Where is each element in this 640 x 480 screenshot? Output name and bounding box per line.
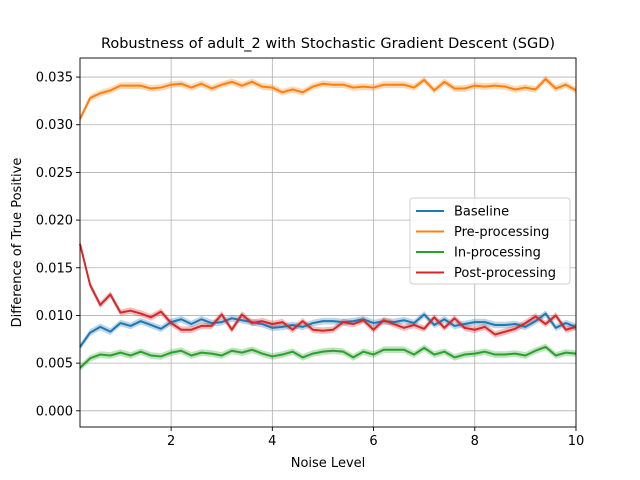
series-line-pre-processing: [79, 77, 577, 120]
y-tick-label: 0.035: [36, 71, 73, 86]
y-tick-label: 0.010: [36, 309, 73, 324]
x-tick-label: 10: [568, 434, 585, 449]
x-axis-label: Noise Level: [291, 456, 366, 471]
series-lines: [79, 77, 577, 369]
legend-box: [409, 197, 571, 285]
band-in-processing: [80, 343, 576, 372]
y-tick-label: 0.025: [36, 166, 73, 181]
y-axis-label: Difference of True Positive: [10, 158, 25, 328]
y-tick-label: 0.015: [36, 261, 73, 276]
legend-label: Pre-processing: [454, 225, 549, 240]
x-axis-ticks: 2 4 6 8 10: [167, 427, 584, 449]
series-line-baseline: [79, 312, 577, 348]
x-tick-label: 6: [369, 434, 377, 449]
series-line-post-processing: [79, 243, 577, 336]
y-tick-label: 0.005: [36, 357, 73, 372]
legend: Baseline Pre-processing In-processing Post-…: [409, 197, 571, 285]
y-tick-label: 0.000: [36, 404, 73, 419]
chart-title: Robustness of adult_2 with Stochastic Gr…: [101, 36, 555, 52]
x-tick-label: 2: [167, 434, 175, 449]
y-axis-ticks: 0.000 0.005 0.010 0.015 0.020 0.025 0.030 0.035: [36, 71, 80, 419]
y-tick-label: 0.030: [36, 118, 73, 133]
plot-frame: [79, 57, 577, 428]
series-line-in-processing: [79, 345, 577, 369]
legend-label: Post-processing: [454, 266, 556, 281]
legend-label: Baseline: [454, 205, 509, 220]
x-tick-label: 8: [471, 434, 479, 449]
legend-label: In-processing: [454, 246, 541, 261]
x-tick-label: 4: [268, 434, 276, 449]
y-tick-label: 0.020: [36, 214, 73, 229]
